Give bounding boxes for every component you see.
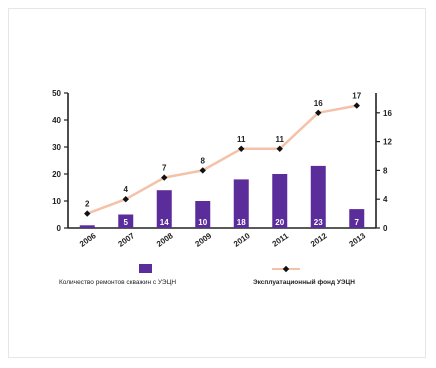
left-tick-label: 30 <box>52 143 61 152</box>
x-tick-label: 2010 <box>232 231 252 249</box>
line-series: 2 4 7 8 11 11 16 17 <box>84 92 362 217</box>
left-tick-label: 20 <box>52 170 61 179</box>
bar-value-label: 18 <box>237 218 246 227</box>
bar <box>195 201 211 228</box>
bar <box>79 225 95 228</box>
bar-value-label: 5 <box>124 218 129 227</box>
line-point <box>84 210 91 217</box>
legend-bar-label: Количество ремонтов скважин с УЭЦН <box>59 279 176 286</box>
series-line <box>86 104 357 215</box>
bar-value-label: 1 <box>85 228 90 237</box>
bar <box>310 165 326 228</box>
line-value-label: 4 <box>124 185 129 194</box>
x-tick-label: 2012 <box>309 231 329 249</box>
line-point <box>276 145 283 152</box>
legend-line-label: Эксплуатационный фонд УЭЦН <box>253 278 355 286</box>
bar <box>349 209 365 228</box>
legend-bar-swatch <box>139 264 152 273</box>
left-tick-label: 10 <box>52 197 61 206</box>
line-value-label: 11 <box>237 135 246 144</box>
x-tick-label: 2013 <box>347 231 367 249</box>
left-tick-label: 50 <box>52 89 61 98</box>
line-value-label: 7 <box>162 164 167 173</box>
bar-value-label: 23 <box>314 218 323 227</box>
left-tick-label: 0 <box>57 224 62 233</box>
x-tick-label: 2009 <box>193 231 213 249</box>
right-tick-label: 0 <box>383 224 388 233</box>
line-point <box>353 102 360 109</box>
bar-series <box>79 165 365 228</box>
left-tick-label: 40 <box>52 116 61 125</box>
right-tick-label: 8 <box>383 166 388 175</box>
line-point <box>238 145 245 152</box>
line-point <box>199 167 206 174</box>
line-point <box>122 196 129 203</box>
x-tick-label: 2011 <box>271 231 291 249</box>
line-value-label: 17 <box>352 92 361 101</box>
right-tick-label: 4 <box>383 195 388 204</box>
line-value-label: 2 <box>85 200 90 209</box>
line-value-label: 8 <box>201 156 206 165</box>
legend: Количество ремонтов скважин с УЭЦН Экспл… <box>59 264 355 286</box>
line-value-label: 11 <box>276 135 285 144</box>
bar-value-label: 14 <box>160 218 169 227</box>
bar <box>118 214 134 228</box>
line-value-label: 16 <box>314 99 323 108</box>
x-tick-label: 2007 <box>116 231 136 249</box>
bar-value-label: 10 <box>198 218 207 227</box>
right-tick-label: 16 <box>383 109 392 118</box>
bar-value-labels: 1 5 14 10 18 20 23 7 <box>85 218 360 237</box>
x-tick-label: 2006 <box>78 231 98 249</box>
right-tick-label: 12 <box>383 138 392 147</box>
bar <box>156 190 172 228</box>
left-axis-ticks: 0 10 20 30 40 50 <box>52 89 68 233</box>
line-point <box>315 109 322 116</box>
bar-value-label: 20 <box>275 218 284 227</box>
x-axis-labels: 2006 2007 2008 2009 2010 2011 2012 2013 <box>78 231 368 249</box>
legend-line-marker <box>282 265 290 273</box>
chart-card <box>8 8 426 358</box>
bar <box>233 179 249 228</box>
line-point <box>161 174 168 181</box>
x-tick-label: 2008 <box>155 231 175 249</box>
bar <box>272 174 288 228</box>
bar-value-label: 7 <box>355 218 360 227</box>
right-axis-ticks: 0 4 8 12 16 <box>376 109 392 233</box>
